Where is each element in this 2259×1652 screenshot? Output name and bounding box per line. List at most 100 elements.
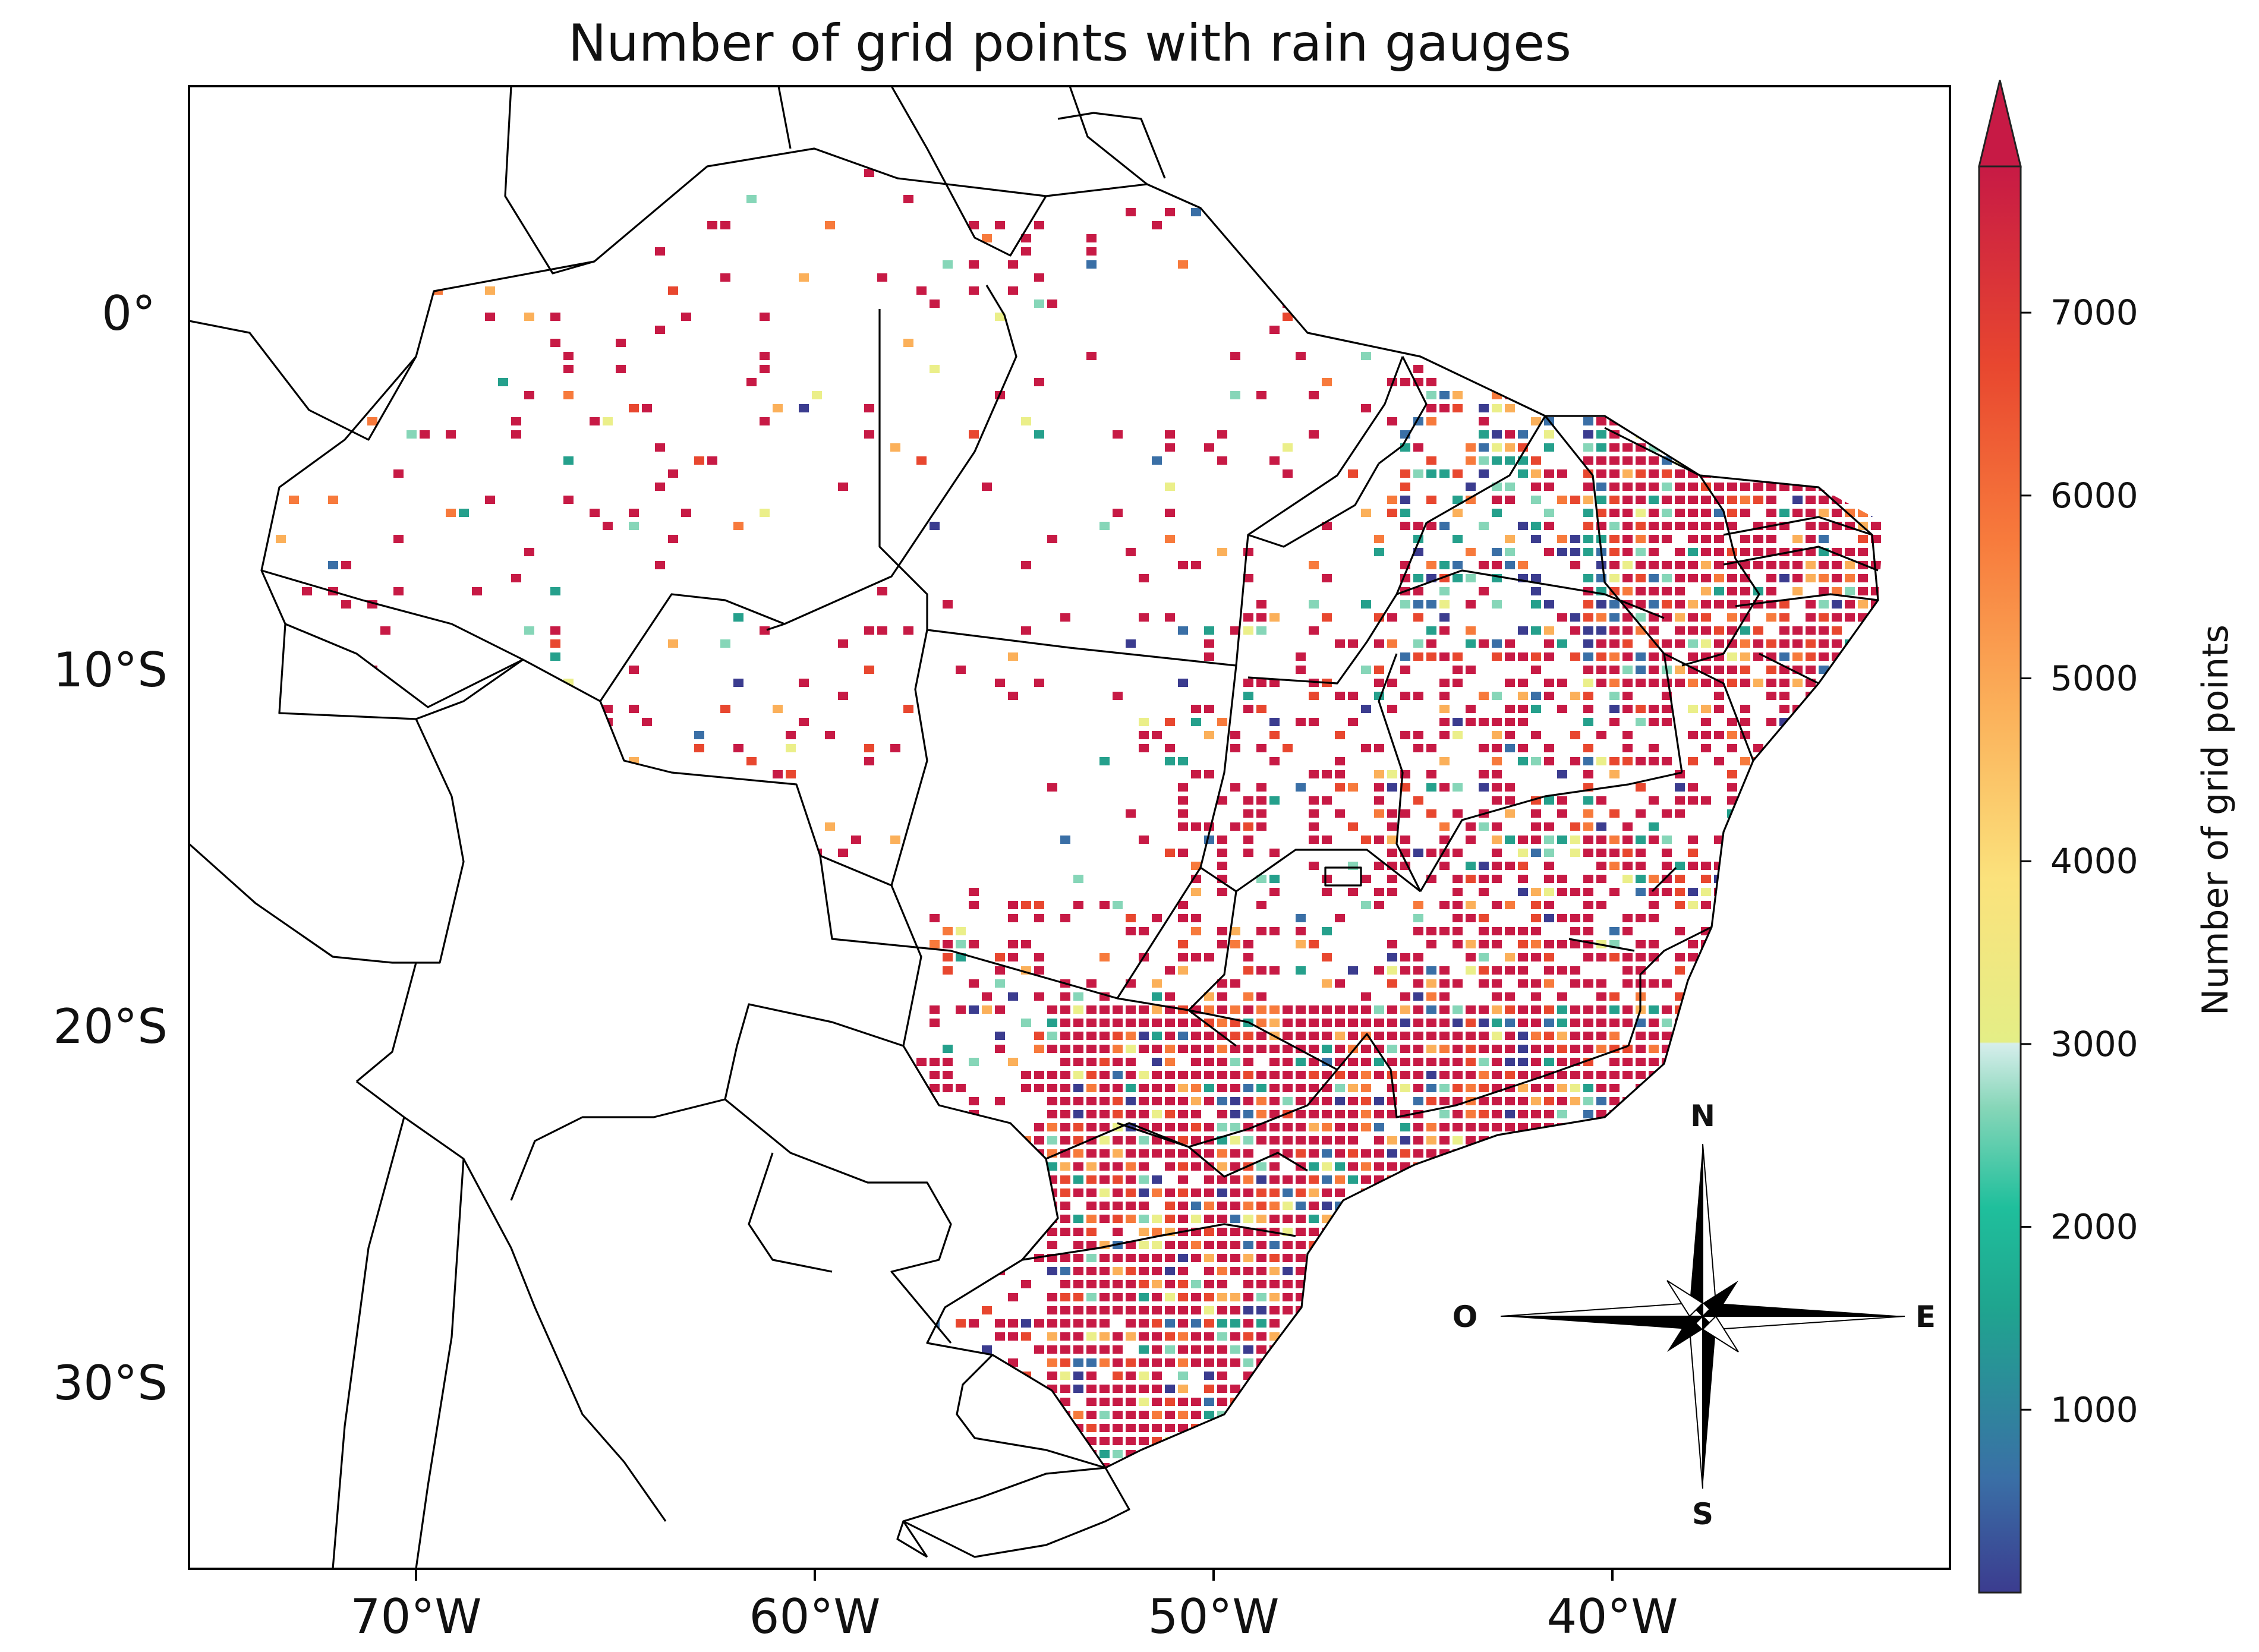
- grid-point: [1283, 1241, 1293, 1249]
- grid-point: [1609, 992, 1620, 1001]
- grid-point: [1779, 692, 1789, 700]
- grid-point: [1126, 1005, 1136, 1014]
- grid-point: [1008, 1293, 1018, 1301]
- grid-point: [1518, 679, 1528, 687]
- grid-point: [1165, 1202, 1175, 1210]
- grid-point: [1557, 796, 1567, 805]
- grid-point: [1178, 1019, 1188, 1027]
- grid-point: [472, 587, 482, 595]
- grid-point: [1492, 849, 1502, 857]
- grid-point: [1858, 548, 1868, 556]
- grid-point: [1779, 600, 1789, 609]
- grid-point: [1505, 783, 1515, 792]
- grid-point: [393, 587, 404, 595]
- grid-point: [1387, 979, 1397, 988]
- grid-point: [1609, 1019, 1620, 1027]
- grid-point: [1583, 979, 1593, 988]
- grid-point: [1649, 1058, 1659, 1066]
- grid-point: [1662, 718, 1672, 726]
- grid-point: [1609, 666, 1620, 674]
- grid-point: [969, 221, 979, 229]
- grid-point: [1204, 1175, 1214, 1184]
- grid-point: [1544, 652, 1554, 661]
- grid-point: [1518, 1045, 1528, 1053]
- grid-point: [1649, 469, 1659, 478]
- grid-point: [1649, 483, 1659, 491]
- grid-point: [1086, 1123, 1097, 1131]
- grid-point: [1165, 483, 1175, 491]
- grid-point: [1544, 679, 1554, 687]
- grid-point: [1492, 652, 1502, 661]
- grid-point: [1858, 574, 1868, 582]
- grid-point: [1413, 1084, 1423, 1092]
- grid-point: [707, 221, 717, 229]
- grid-point: [1518, 652, 1528, 661]
- grid-point: [1269, 1215, 1280, 1223]
- grid-point: [1309, 561, 1319, 569]
- grid-point: [1269, 326, 1280, 334]
- grid-point: [1505, 496, 1515, 504]
- grid-point: [1126, 1058, 1136, 1066]
- grid-point: [1361, 705, 1371, 713]
- grid-point: [1269, 849, 1280, 857]
- grid-point: [1047, 1097, 1057, 1105]
- grid-point: [1139, 1097, 1149, 1105]
- grid-point: [1727, 509, 1737, 517]
- grid-point: [1348, 1162, 1358, 1171]
- grid-point: [1675, 587, 1685, 595]
- grid-point: [1073, 1084, 1083, 1092]
- grid-point: [1283, 1071, 1293, 1079]
- grid-point: [1622, 587, 1633, 595]
- grid-point: [1453, 391, 1463, 399]
- grid-point: [1806, 600, 1816, 609]
- grid-point: [1243, 1215, 1253, 1223]
- grid-point: [1466, 822, 1476, 831]
- grid-point: [1740, 679, 1750, 687]
- grid-point: [1505, 1071, 1515, 1079]
- grid-point: [1832, 626, 1842, 635]
- grid-point: [1727, 652, 1737, 661]
- grid-point: [1832, 509, 1842, 517]
- grid-point: [1609, 574, 1620, 582]
- grid-point: [1073, 1162, 1083, 1171]
- grid-point: [1139, 1019, 1149, 1027]
- grid-point: [1675, 862, 1685, 870]
- grid-point: [1505, 1045, 1515, 1053]
- grid-point: [1374, 862, 1384, 870]
- grid-point: [1453, 783, 1463, 792]
- grid-point: [1766, 561, 1776, 569]
- grid-point: [1178, 849, 1188, 857]
- grid-point: [1243, 574, 1253, 582]
- grid-point: [1622, 914, 1633, 922]
- grid-point: [1675, 639, 1685, 648]
- grid-point: [1191, 1071, 1201, 1079]
- grid-point: [1518, 692, 1528, 700]
- grid-point: [1544, 600, 1554, 609]
- grid-point: [1348, 1123, 1358, 1131]
- grid-point: [1779, 679, 1789, 687]
- grid-point: [1073, 1045, 1083, 1053]
- grid-point: [1152, 1306, 1162, 1314]
- grid-point: [1753, 652, 1763, 661]
- grid-point: [1622, 574, 1633, 582]
- grid-point: [1845, 613, 1855, 622]
- grid-point: [1609, 836, 1620, 844]
- grid-point: [1583, 456, 1593, 465]
- grid-point: [1518, 1110, 1528, 1118]
- grid-point: [1609, 626, 1620, 635]
- grid-point: [1113, 1215, 1123, 1223]
- grid-point: [1662, 639, 1672, 648]
- grid-point: [1531, 600, 1541, 609]
- grid-point: [1714, 757, 1724, 765]
- grid-point: [1570, 966, 1580, 975]
- grid-point: [1322, 1175, 1332, 1184]
- grid-point: [1204, 1005, 1214, 1014]
- grid-point: [1492, 509, 1502, 517]
- grid-point: [328, 496, 338, 504]
- grid-point: [1609, 888, 1620, 896]
- grid-point: [969, 888, 979, 896]
- grid-point: [1204, 639, 1214, 648]
- grid-point: [1191, 1202, 1201, 1210]
- grid-point: [1439, 1005, 1450, 1014]
